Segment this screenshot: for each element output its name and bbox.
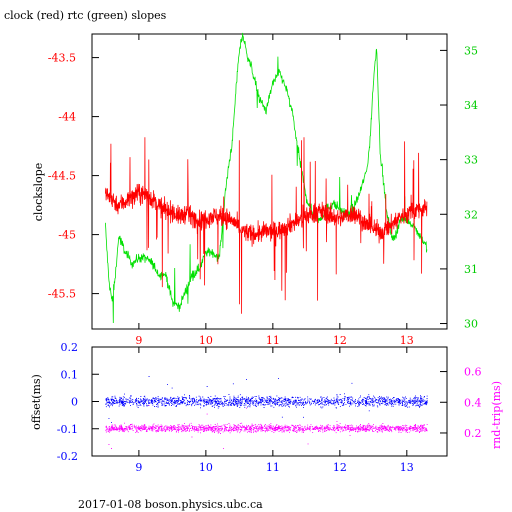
rtc-slope-line (105, 32, 428, 324)
offset-points (105, 376, 428, 424)
clock-slope-series (105, 137, 428, 314)
slope-left-axis: -43.5 -44 -44.5 -45 -45.5 (48, 52, 99, 301)
slope-y-tick-label: -44 (58, 111, 76, 124)
roundtrip-y-tick-label: 0.4 (464, 396, 482, 409)
offset-y-tick-label: -0.1 (57, 423, 78, 436)
roundtrip-y-tick-label: 0.6 (464, 366, 482, 379)
offset-series (105, 376, 428, 424)
slope-y2-tick-label: 31 (464, 263, 478, 276)
offset-x-tick-label: 12 (333, 461, 347, 474)
slope-y-tick-label: -43.5 (48, 52, 76, 65)
slope-plot-frame (91, 33, 448, 330)
offset-left-axis: 0.2 0.1 0 -0.1 -0.2 (57, 341, 99, 463)
slope-y2-tick-label: 32 (464, 208, 478, 221)
slope-y-axis-label: clockslope (32, 163, 45, 221)
roundtrip-points (105, 404, 428, 449)
slope-x-axis: 9 10 11 12 13 (135, 34, 414, 347)
slope-y-tick-label: -44.5 (48, 170, 76, 183)
slope-chart-title: clock (red) rtc (green) slopes (4, 9, 167, 22)
offset-x-tick-label: 10 (199, 461, 213, 474)
roundtrip-y-tick-label: 0.2 (464, 427, 482, 440)
offset-x-tick-label: 13 (400, 461, 414, 474)
offset-y-tick-label: 0.1 (61, 368, 79, 381)
slope-panel: clock (red) rtc (green) slopes 9 10 11 12 13… (4, 9, 478, 347)
slope-right-axis: 35 34 33 32 31 30 (440, 44, 478, 331)
offset-y-axis-label: offset(ms) (30, 374, 43, 430)
clock-slope-line (105, 137, 428, 314)
slope-y2-tick-label: 34 (464, 99, 478, 112)
offset-y-tick-label: 0.2 (61, 341, 79, 354)
rtc-slope-series (105, 32, 428, 324)
slope-y2-tick-label: 30 (464, 318, 478, 331)
offset-x-axis: 9 10 11 12 13 (135, 347, 414, 474)
offset-y-tick-label: 0 (71, 396, 78, 409)
footer-date-host: 2017-01-08 boson.physics.ubc.ca (78, 498, 263, 511)
slope-x-tick-label: 9 (135, 334, 142, 347)
offset-y-tick-label: -0.2 (57, 450, 78, 463)
slope-y-tick-label: -45 (58, 229, 76, 242)
offset-panel: 9 10 11 12 13 0.2 0.1 0 -0.1 -0.2 0.6 0.4 0.2 offs… (30, 341, 503, 474)
slope-x-tick-label: 10 (199, 334, 213, 347)
slope-y-tick-label: -45.5 (48, 288, 76, 301)
roundtrip-right-axis: 0.6 0.4 0.2 (440, 366, 482, 440)
slope-x-tick-label: 12 (333, 334, 347, 347)
slope-y2-tick-label: 35 (464, 44, 478, 57)
slope-x-tick-label: 13 (400, 334, 414, 347)
slope-x-tick-label: 11 (266, 334, 280, 347)
offset-x-tick-label: 9 (135, 461, 142, 474)
roundtrip-y-axis-label: rnd-trip(ms) (490, 381, 503, 449)
roundtrip-series (105, 404, 428, 449)
slope-y2-tick-label: 33 (464, 154, 478, 167)
offset-x-tick-label: 11 (266, 461, 280, 474)
